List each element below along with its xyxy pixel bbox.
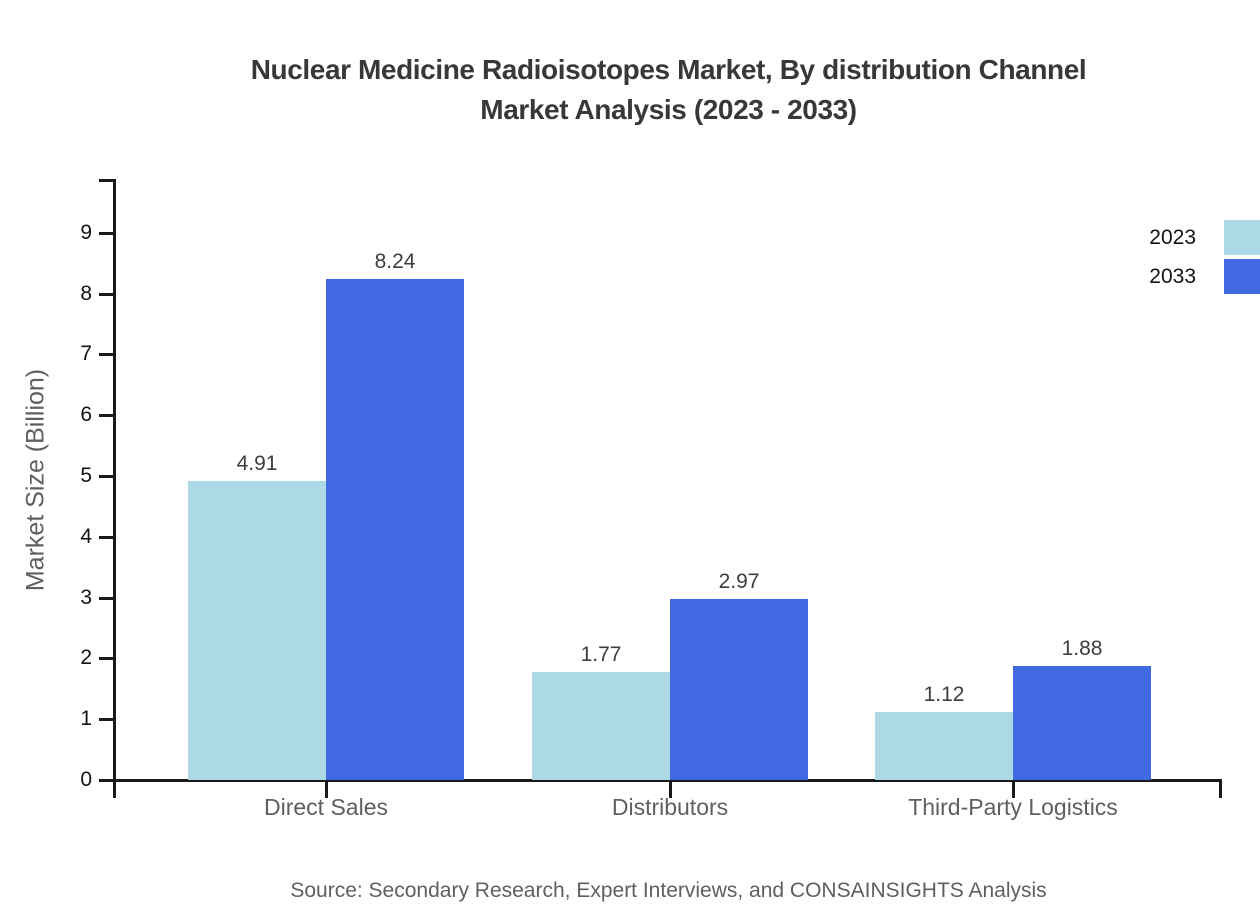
bar-value-label: 2.97 bbox=[718, 570, 760, 594]
y-tick bbox=[99, 535, 113, 539]
chart-title-line2: Market Analysis (2023 - 2033) bbox=[480, 94, 857, 125]
y-tick bbox=[99, 414, 113, 418]
y-tick-label: 1 bbox=[80, 707, 92, 731]
bar-2023 bbox=[188, 481, 326, 780]
y-tick-label: 0 bbox=[80, 768, 92, 791]
x-tick bbox=[1012, 780, 1015, 798]
x-tick bbox=[1219, 780, 1222, 798]
x-category-label: Third-Party Logistics bbox=[908, 794, 1118, 820]
y-tick-label: 5 bbox=[80, 464, 92, 487]
bar-2033 bbox=[670, 599, 808, 780]
x-category-label: Distributors bbox=[611, 794, 729, 820]
legend-label-2033: 2033 bbox=[1149, 265, 1196, 288]
y-tick bbox=[99, 657, 113, 661]
bar-2023 bbox=[875, 711, 1013, 780]
chart-title: Nuclear Medicine Radioisotopes Market, B… bbox=[115, 50, 1222, 130]
y-tick-label: 3 bbox=[80, 585, 92, 609]
legend-swatch-2033 bbox=[1224, 259, 1260, 294]
y-tick-label: 6 bbox=[80, 403, 92, 427]
bar-value-label: 1.88 bbox=[1061, 636, 1103, 660]
bar-value-label: 8.24 bbox=[374, 250, 416, 273]
legend-swatch-2023 bbox=[1224, 220, 1260, 255]
bar-2033 bbox=[1013, 665, 1151, 780]
y-tick bbox=[99, 779, 113, 782]
x-axis-line bbox=[113, 779, 1222, 782]
x-tick bbox=[669, 780, 672, 798]
bar-value-label: 4.91 bbox=[236, 452, 278, 476]
y-tick-label: 4 bbox=[80, 524, 92, 548]
source-note: Source: Secondary Research, Expert Inter… bbox=[290, 879, 1047, 902]
bar-value-label: 1.12 bbox=[923, 682, 965, 706]
y-axis-spine bbox=[113, 179, 116, 798]
y-tick bbox=[99, 475, 113, 478]
bar-value-label: 1.77 bbox=[580, 643, 622, 667]
y-tick bbox=[99, 596, 113, 600]
chart-title-line1: Nuclear Medicine Radioisotopes Market, B… bbox=[250, 54, 1087, 85]
x-category-label: Direct Sales bbox=[264, 794, 388, 820]
y-tick-label: 7 bbox=[80, 342, 92, 366]
y-axis-top-cap bbox=[99, 179, 116, 182]
bar-2023 bbox=[532, 672, 670, 780]
x-tick bbox=[325, 780, 328, 798]
y-tick bbox=[99, 353, 113, 357]
y-tick bbox=[99, 718, 113, 722]
y-tick bbox=[99, 292, 113, 296]
bar-2033 bbox=[326, 279, 464, 780]
y-tick bbox=[99, 231, 113, 235]
legend-label-2023: 2023 bbox=[1149, 226, 1196, 249]
y-tick-label: 8 bbox=[80, 281, 92, 305]
y-tick-label: 9 bbox=[80, 220, 92, 244]
y-tick-label: 2 bbox=[80, 646, 92, 670]
